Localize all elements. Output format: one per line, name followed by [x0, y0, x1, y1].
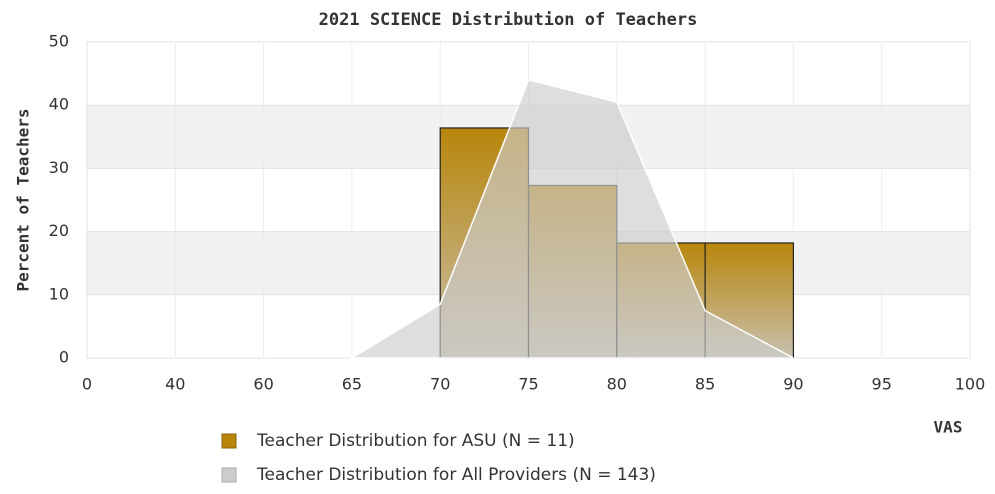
legend-swatch — [221, 467, 237, 483]
y-tick-label: 50 — [49, 32, 69, 51]
legend-swatch — [221, 433, 237, 449]
legend-label: Teacher Distribution for All Providers (… — [256, 465, 656, 485]
x-tick-label: 70 — [430, 375, 450, 394]
x-tick-label: 95 — [872, 375, 892, 394]
x-tick-label: 0 — [82, 375, 92, 394]
x-tick-label: 80 — [607, 375, 627, 394]
y-tick-label: 20 — [49, 221, 69, 240]
area — [349, 79, 794, 359]
x-tick-label: 85 — [695, 375, 715, 394]
x-axis-label: VAS — [934, 418, 963, 437]
x-tick-label: 90 — [783, 375, 803, 394]
y-tick-label: 0 — [59, 348, 69, 367]
x-tick-label: 100 — [955, 375, 986, 394]
x-tick-label: 75 — [518, 375, 538, 394]
chart-title: 2021 SCIENCE Distribution of Teachers — [319, 10, 698, 30]
x-tick-label: 65 — [342, 375, 362, 394]
y-tick-label: 10 — [49, 284, 69, 303]
y-axis-label: Percent of Teachers — [14, 108, 33, 291]
y-tick-label: 30 — [49, 158, 69, 177]
y-tick-label: 40 — [49, 95, 69, 114]
x-tick-label: 40 — [165, 375, 185, 394]
legend-label: Teacher Distribution for ASU (N = 11) — [256, 431, 575, 451]
x-tick-label: 60 — [253, 375, 273, 394]
